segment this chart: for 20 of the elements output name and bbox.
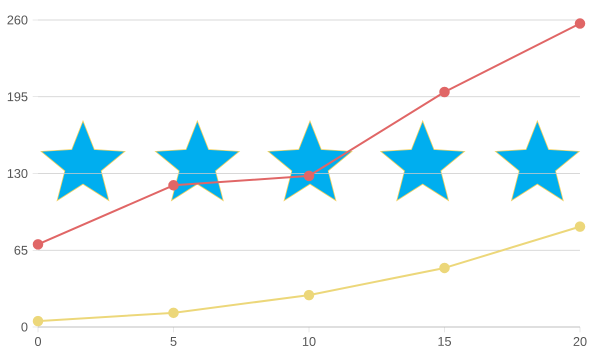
- point: [168, 308, 179, 318]
- y-tick-label: 0: [21, 322, 28, 332]
- x-tick-label: 10: [302, 337, 316, 346]
- x-tick-label: 15: [438, 337, 452, 346]
- x-tick-label: 20: [574, 337, 587, 346]
- point: [304, 170, 314, 182]
- y-tick-label: 260: [7, 16, 28, 24]
- y-tick-label: 65: [14, 246, 28, 255]
- point: [574, 221, 586, 232]
- point: [304, 290, 314, 300]
- point: [574, 18, 586, 29]
- point: [439, 262, 450, 274]
- point: [168, 180, 179, 191]
- point: [32, 239, 44, 250]
- x-tick-label: 0: [34, 337, 42, 346]
- y-tick-label: 195: [8, 92, 28, 102]
- y-tick-label: 130: [8, 169, 28, 178]
- x-tick-label: 5: [170, 337, 177, 346]
- point: [32, 316, 44, 326]
- point: [439, 86, 450, 98]
